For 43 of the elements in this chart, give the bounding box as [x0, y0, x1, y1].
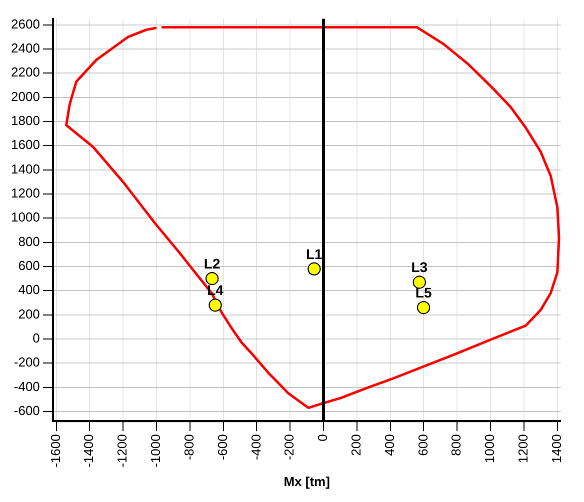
point [206, 272, 219, 286]
y-tick-label: 1400 [11, 161, 40, 176]
y-tick-label: 1000 [11, 210, 40, 225]
x-tick-label: -1200 [114, 434, 130, 468]
annotation: L5 [415, 284, 432, 300]
y-tick-label: -400 [14, 378, 40, 394]
x-tick-label: -600 [214, 434, 230, 460]
x-tick-label: 1200 [516, 434, 531, 464]
annotation: L1 [306, 246, 323, 262]
x-tick-label: 600 [415, 434, 430, 456]
x-tick-label: 1400 [548, 434, 564, 464]
x-tick-label: 200 [348, 434, 364, 456]
y-tick-label: 2400 [11, 40, 40, 56]
x-tick-label: -1000 [148, 434, 164, 468]
y-tick-label: 1600 [11, 137, 40, 152]
point [412, 276, 426, 289]
x-tick-label: -1400 [81, 434, 96, 468]
x-tick-label: -1600 [48, 434, 63, 468]
x-tick-label: -200 [282, 434, 297, 460]
y-tick-label: -600 [14, 403, 40, 418]
point [417, 301, 430, 314]
x-tick-label: -400 [248, 434, 264, 460]
y-tick-label: 2600 [11, 16, 40, 32]
point [308, 262, 321, 276]
y-tick-label: -200 [14, 354, 40, 370]
x-tick-label: 0 [315, 434, 330, 442]
y-tick-label: 1200 [11, 186, 40, 201]
y-tick-label: 600 [18, 258, 40, 274]
x-tick-label: 800 [448, 434, 464, 456]
y-tick-label: 1800 [11, 113, 40, 128]
annotation: L2 [204, 255, 220, 272]
point [208, 298, 222, 312]
x-tick-label: 400 [382, 434, 397, 456]
x-axis-title: Mx [tm] [284, 474, 330, 489]
y-tick-label: 200 [18, 306, 40, 322]
x-tick-label: -800 [181, 434, 196, 460]
y-tick-label: 0 [32, 330, 40, 346]
x-tick-label: 1000 [482, 434, 498, 464]
y-tick-label: 2000 [11, 88, 40, 104]
y-tick-label: 2200 [11, 64, 40, 80]
y-tick-label: 400 [18, 282, 40, 298]
y-tick-label: 800 [18, 234, 40, 249]
annotation: L3 [411, 259, 428, 276]
